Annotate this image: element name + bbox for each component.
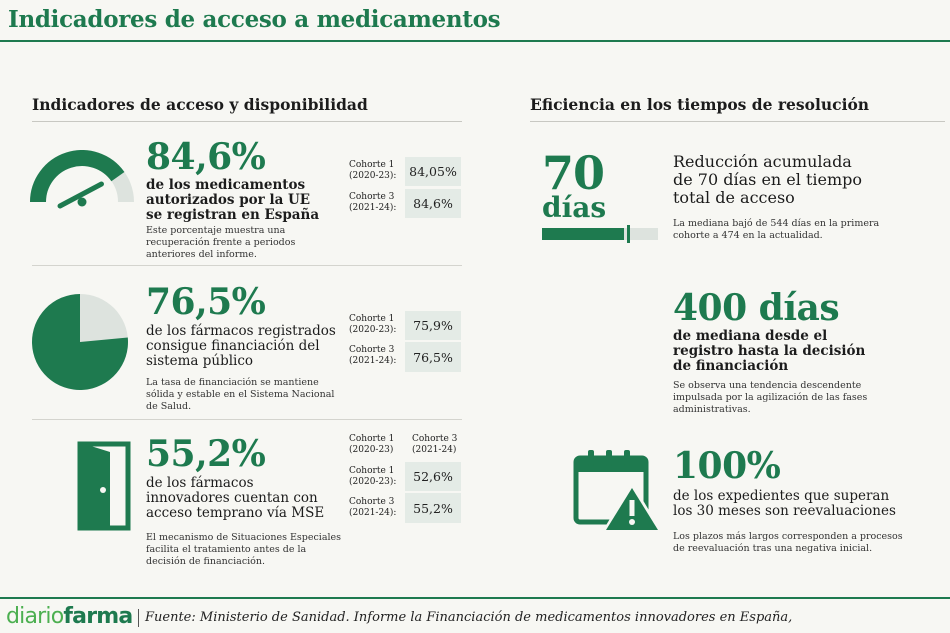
days-unit: días: [542, 191, 607, 224]
source-note: Fuente: Ministerio de Sanidad. Informe l…: [145, 610, 793, 625]
metric-lead: de los fármacos innovadores cuentan con …: [146, 475, 325, 521]
cohort-value: 52,6%: [405, 462, 461, 491]
reduction-bar-fill: [542, 228, 624, 240]
metric-note: Los plazos más largos corresponden a pro…: [673, 531, 903, 554]
cohort-value: 76,5%: [405, 342, 461, 372]
metric-value: 76,5%: [146, 281, 266, 323]
days-value: 70: [542, 146, 605, 200]
left-section-title: Indicadores de acceso y disponibilidad: [32, 95, 368, 114]
metric-value: 400 días: [673, 287, 840, 329]
gauge-icon: [30, 150, 134, 209]
title-divider: [0, 40, 950, 42]
right-section-title: Eficiencia en los tiempos de resolución: [530, 95, 870, 114]
metric-value: 55,2%: [146, 433, 266, 475]
metric-note: La tasa de financiación se mantiene sóli…: [146, 377, 335, 412]
reduction-bar-track: [542, 225, 658, 243]
metric-note: El mecanismo de Situaciones Especiales f…: [146, 532, 342, 567]
left-section-rule: [32, 121, 462, 122]
cohort-value: 75,9%: [405, 311, 461, 340]
diariofarma-logo: diariofarma: [6, 604, 133, 629]
cohort-row: Cohorte 3 (2021-24):: [349, 497, 397, 519]
reduction-marker: [626, 225, 630, 243]
metric-lead: de los fármacos registrados consigue fin…: [146, 323, 336, 369]
cohort-header: Cohorte 1 (2020-23): [349, 434, 395, 456]
page-title: Indicadores de acceso a medicamentos: [8, 6, 501, 33]
cohort-row: Cohorte 1 (2020-23):: [349, 466, 397, 488]
metric-lead: de mediana desde el registro hasta la de…: [673, 328, 866, 374]
footer-divider: [0, 597, 950, 599]
cohort-row: Cohorte 1 (2020-23):: [349, 314, 397, 336]
metric-lead: de los medicamentos autorizados por la U…: [146, 177, 320, 223]
block-divider: [32, 265, 462, 266]
metric-lead: de los expedientes que superan los 30 me…: [673, 488, 896, 519]
cohort-value: 84,6%: [405, 189, 461, 218]
cohort-value: 84,05%: [405, 157, 461, 186]
door-icon: [77, 441, 131, 531]
block-divider: [32, 419, 462, 420]
right-section-rule: [530, 121, 945, 122]
metric-value: 84,6%: [146, 136, 266, 178]
metric-value: 100%: [673, 445, 781, 487]
logo-separator: [138, 609, 139, 627]
metric-lead: Reducción acumulada de 70 días en el tie…: [673, 152, 863, 208]
metric-note: Se observa una tendencia descendente imp…: [673, 380, 868, 415]
cohort-value: 55,2%: [405, 493, 461, 523]
metric-note: Este porcentaje muestra una recuperación…: [146, 225, 296, 260]
metric-note: La mediana bajó de 544 días en la primer…: [673, 218, 880, 241]
cohort-header: Cohorte 3 (2021-24): [412, 434, 458, 456]
cohort-row: Cohorte 1 (2020-23):: [349, 160, 397, 182]
cohort-row: Cohorte 3 (2021-24):: [349, 192, 397, 214]
pie-icon: [32, 294, 129, 390]
cohort-row: Cohorte 3 (2021-24):: [349, 345, 397, 367]
calendar-warning-icon: [573, 450, 662, 532]
